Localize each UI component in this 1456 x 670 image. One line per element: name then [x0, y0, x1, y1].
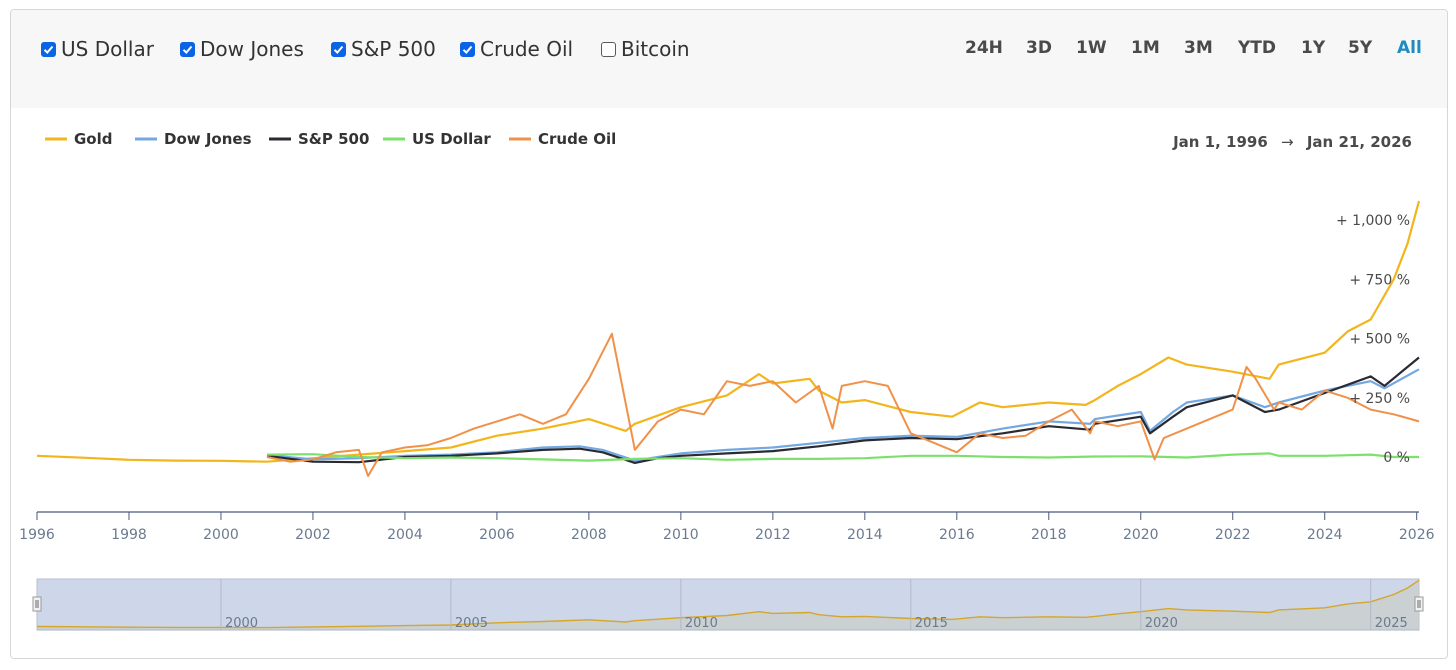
checkbox-checked-icon[interactable] — [180, 41, 195, 57]
series-line-s-p-500 — [266, 356, 1420, 464]
toggle-label: Crude Oil — [480, 37, 574, 61]
chart-widget: US Dollar Dow Jones S&P 500 Crude Oil Bitcoi… — [10, 9, 1448, 659]
checkbox-unchecked-icon[interactable] — [601, 41, 616, 57]
navigator-handle-right[interactable] — [1414, 596, 1424, 612]
x-tick-label: 2000 — [203, 527, 239, 543]
x-tick-label: 2012 — [755, 527, 791, 543]
range-button-1m[interactable]: 1M — [1131, 38, 1160, 58]
x-tick-label: 2026 — [1399, 527, 1435, 543]
x-tick-label: 2016 — [939, 527, 975, 543]
navigator-year-label: 2015 — [915, 616, 948, 631]
series-group — [36, 200, 1421, 477]
x-tick-label: 2022 — [1215, 527, 1251, 543]
x-tick-label: 2010 — [663, 527, 699, 543]
x-tick-label: 2018 — [1031, 527, 1067, 543]
y-tick-label: + 1,000 % — [1336, 213, 1410, 229]
toggle-label: Bitcoin — [621, 37, 690, 61]
legend-item-s-p-500[interactable]: S&P 500 — [269, 130, 369, 148]
y-tick-label: + 750 % — [1349, 272, 1410, 288]
legend-label: Gold — [74, 130, 113, 148]
navigator-handle-left[interactable] — [32, 596, 42, 612]
y-tick-label: + 250 % — [1349, 391, 1410, 407]
x-tick-label: 2014 — [847, 527, 883, 543]
toggle-label: US Dollar — [61, 37, 154, 61]
legend-item-gold[interactable]: Gold — [45, 130, 113, 148]
range-button-1y[interactable]: 1Y — [1301, 38, 1326, 58]
x-tick-label: 1998 — [111, 527, 147, 543]
toggle-crude-oil[interactable]: Crude Oil — [460, 36, 573, 62]
date-range-arrow: → — [1281, 133, 1294, 151]
navigator-window — [36, 578, 1420, 631]
navigator-year-label: 2020 — [1145, 616, 1178, 631]
toggle-us-dollar[interactable]: US Dollar — [41, 36, 154, 62]
x-tick-label: 2004 — [387, 527, 423, 543]
range-button-ytd[interactable]: YTD — [1238, 38, 1277, 58]
date-range-end: Jan 21, 2026 — [1306, 133, 1412, 151]
toggle-label: S&P 500 — [351, 37, 436, 61]
legend-item-crude-oil[interactable]: Crude Oil — [509, 130, 616, 148]
toolbar: US Dollar Dow Jones S&P 500 Crude Oil Bitcoi… — [11, 10, 1447, 108]
range-button-24h[interactable]: 24H — [965, 38, 1003, 58]
y-tick-label: 0 % — [1383, 450, 1410, 466]
legend-label: Dow Jones — [164, 130, 252, 148]
x-tick-label: 1996 — [19, 527, 55, 543]
range-button-3d[interactable]: 3D — [1026, 38, 1052, 58]
range-button-all[interactable]: All — [1397, 38, 1422, 58]
toggle-s-p-500[interactable]: S&P 500 — [331, 36, 436, 62]
checkbox-checked-icon[interactable] — [41, 41, 56, 57]
x-tick-label: 2002 — [295, 527, 331, 543]
series-line-dow-jones — [266, 368, 1420, 462]
navigator-year-label: 2010 — [685, 616, 718, 631]
toggle-dow-jones[interactable]: Dow Jones — [180, 36, 304, 62]
legend-item-us-dollar[interactable]: US Dollar — [383, 130, 491, 148]
legend-label: US Dollar — [412, 130, 491, 148]
toggle-label: Dow Jones — [200, 37, 304, 61]
range-button-3m[interactable]: 3M — [1184, 38, 1213, 58]
range-button-1w[interactable]: 1W — [1076, 38, 1107, 58]
navigator-gold-line — [36, 579, 1420, 629]
handle-grip — [32, 596, 42, 612]
handle-grip — [1414, 596, 1424, 612]
date-range-start: Jan 1, 1996 — [1173, 133, 1268, 151]
checkbox-checked-icon[interactable] — [460, 41, 475, 57]
x-tick-label: 2008 — [571, 527, 607, 543]
toggle-bitcoin[interactable]: Bitcoin — [601, 36, 690, 62]
series-line-us-dollar — [266, 452, 1419, 462]
x-tick-label: 2020 — [1123, 527, 1159, 543]
x-tick-label: 2024 — [1307, 527, 1343, 543]
series-line-crude-oil — [266, 332, 1420, 477]
range-button-5y[interactable]: 5Y — [1348, 38, 1373, 58]
navigator-area — [37, 580, 1419, 629]
checkbox-checked-icon[interactable] — [331, 41, 346, 57]
navigator-year-label: 2005 — [455, 616, 488, 631]
navigator-year-label: 2000 — [225, 616, 258, 631]
series-line-gold — [36, 200, 1421, 463]
legend-item-dow-jones[interactable]: Dow Jones — [135, 130, 252, 148]
legend-label: Crude Oil — [538, 130, 616, 148]
legend-label: S&P 500 — [298, 130, 369, 148]
date-range: Jan 1, 1996 → Jan 21, 2026 — [1173, 133, 1412, 151]
x-tick-label: 2006 — [479, 527, 515, 543]
y-tick-label: + 500 % — [1349, 332, 1410, 348]
navigator-year-label: 2025 — [1375, 616, 1408, 631]
